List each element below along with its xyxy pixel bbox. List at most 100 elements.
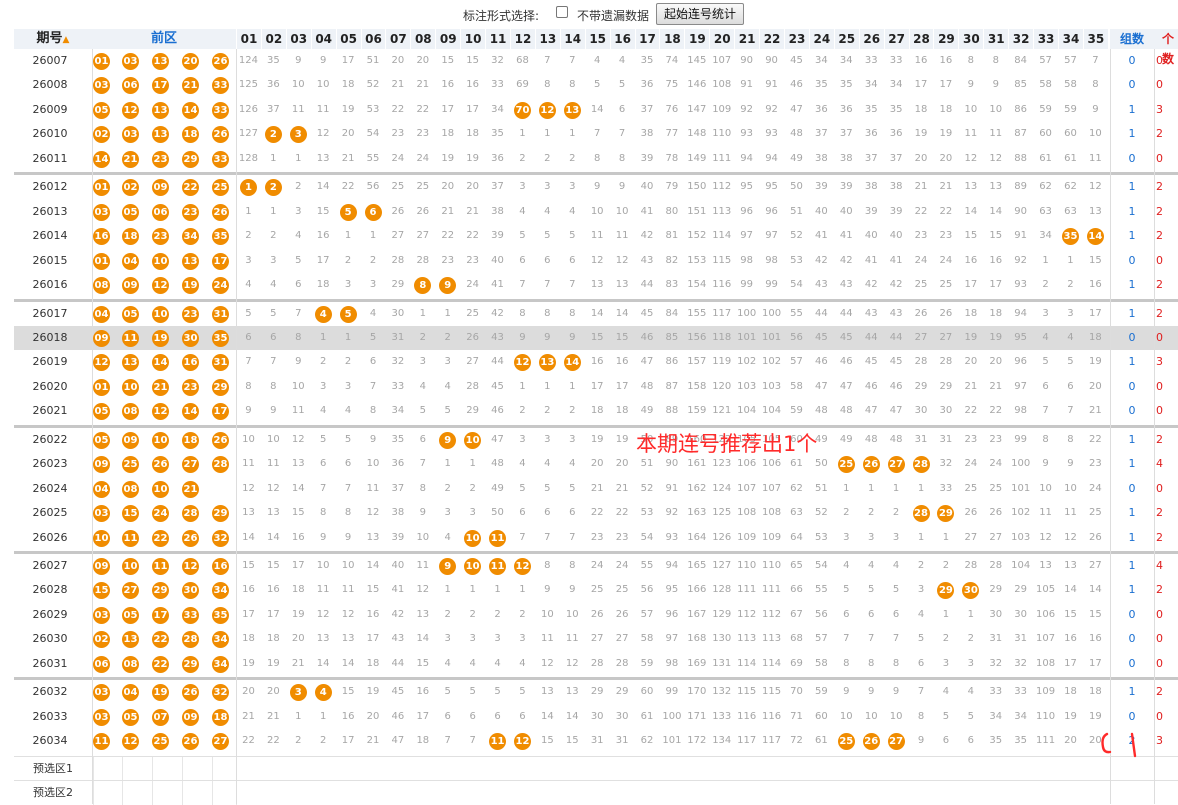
preselect-number-area[interactable] <box>236 756 1178 781</box>
table-row[interactable]: 26029 03 05 17 33 35 17 17 19 12 12 16 42 13 2 2 2 2 10 10 2… <box>14 603 1178 627</box>
missing-count-cell: 104 <box>762 405 782 417</box>
table-row[interactable]: 26018 09 11 19 30 35 6 6 8 1 1 5 31 2 2 26 43 9 9 9 15 15 46 85… <box>14 325 1178 350</box>
missing-count-cell: 14 <box>590 103 604 115</box>
table-row[interactable]: 26027 09 10 11 12 16 15 15 17 10 10 14 40 11 9 10 11 12 8 8… <box>14 554 1178 578</box>
missing-count-cell: 105 <box>762 433 782 445</box>
missing-count-cell: 21 <box>466 205 479 217</box>
missing-count-cell: 5 <box>544 482 551 494</box>
table-row[interactable]: 26026 10 11 22 26 32 14 14 16 9 9 13 39 10 4 10 11 7 7 7 23 2… <box>14 526 1178 550</box>
missing-count-cell: 153 <box>687 254 707 266</box>
missing-count-cell: 166 <box>687 584 707 596</box>
missing-count-cell: 24 <box>466 279 479 291</box>
missing-count-cell: 51 <box>366 55 380 66</box>
front-ball: 02 <box>122 179 139 197</box>
front-ball: 22 <box>182 179 199 197</box>
number-header-14: 14 <box>559 29 585 49</box>
missing-count-cell: 42 <box>491 307 504 319</box>
consecutive-hit-ball: 12 <box>513 354 531 372</box>
missing-count-cell: 6 <box>569 254 576 266</box>
preselect-cell[interactable] <box>182 756 213 781</box>
table-row[interactable]: 26010 02 03 13 18 26 127 2 3 12 20 54 23 23 18 18 35 1 1 1 7… <box>14 122 1178 146</box>
table-row[interactable]: 26020 01 10 21 23 29 8 8 10 3 3 7 33 4 4 28 45 1 1 1 17 17 48 8… <box>14 375 1178 399</box>
front-ball: 03 <box>122 53 139 70</box>
period-cell: 26014 <box>32 229 68 243</box>
table-row[interactable]: 26017 04 05 10 23 31 5 5 7 4 5 4 30 1 1 25 42 8 8 8 14 14 45 84… <box>14 302 1178 326</box>
table-row[interactable]: 26031 06 08 22 29 34 19 19 21 14 14 18 44 15 4 4 4 4 12 12 2… <box>14 652 1178 676</box>
table-row[interactable]: 26030 02 13 22 28 34 18 18 20 13 13 17 43 14 3 3 3 3 11 11 2… <box>14 627 1178 651</box>
no-missing-data-checkbox[interactable] <box>556 6 568 18</box>
missing-count-cell: 106 <box>762 458 782 470</box>
missing-count-cell: 4 <box>942 686 950 698</box>
table-row[interactable]: 26019 12 13 14 16 31 7 7 9 2 2 6 32 3 3 27 44 12 13 14 16 16 4… <box>14 350 1178 374</box>
number-header-27: 27 <box>883 29 909 49</box>
missing-count-cell: 27 <box>939 331 953 343</box>
missing-count-cell: 10 <box>565 608 579 620</box>
start-consecutive-stats-button[interactable]: 起始连号统计 <box>656 3 744 25</box>
preselect-cell[interactable] <box>122 756 153 781</box>
table-row[interactable]: 26032 03 04 19 26 32 20 20 3 4 15 19 45 16 5 5 5 5 13 13 29 2… <box>14 680 1178 704</box>
missing-count-cell: 1 <box>544 128 551 140</box>
table-row[interactable]: 26014 16 18 23 34 35 2 2 4 16 1 1 27 27 22 22 39 5 5 5 11 11 4… <box>14 224 1178 248</box>
preselect-cell[interactable] <box>182 780 213 805</box>
missing-count-cell: 15 <box>989 230 1003 242</box>
preselect-row[interactable]: 预选区1 <box>14 755 1178 781</box>
missing-count-cell: 14 <box>989 205 1003 217</box>
missing-count-cell: 3 <box>245 254 252 266</box>
toolbar: 标注形式选择: 不带遗漏数据 起始连号统计 <box>0 0 1178 29</box>
table-row[interactable]: 26009 05 12 13 14 33 126 37 11 11 19 53 22 22 17 17 34 70… <box>14 98 1178 122</box>
missing-count-cell: 17 <box>341 55 355 66</box>
missing-count-cell: 83 <box>665 279 679 291</box>
table-row[interactable]: 26007 01 03 13 20 26 124 35 9 9 17 51 20 20 15 15 32 68 7 7… <box>14 49 1178 73</box>
table-row[interactable]: 26028 15 27 29 30 34 16 16 18 11 11 15 41 12 1 1 1 1 9 9 25 2… <box>14 578 1178 602</box>
preselect-row[interactable]: 预选区2 <box>14 779 1178 805</box>
preselect-cell[interactable] <box>93 756 124 781</box>
missing-count-cell: 92 <box>765 103 778 115</box>
preselect-number-area[interactable] <box>236 780 1178 805</box>
preselect-cell[interactable] <box>212 756 243 781</box>
period-cell: 26016 <box>32 278 68 292</box>
preselect-cell[interactable] <box>122 780 153 805</box>
missing-count-cell: 93 <box>1014 279 1028 291</box>
missing-count-cell: 157 <box>687 356 707 368</box>
front-ball: 05 <box>122 305 139 323</box>
missing-count-cell: 27 <box>914 331 928 343</box>
table-row[interactable]: 26023 09 25 26 27 28 11 11 13 6 6 10 36 7 1 1 48 4 4 4 20 20 5… <box>14 452 1178 476</box>
table-row[interactable]: 26013 03 05 06 23 26 1 1 3 15 5 6 26 26 21 21 38 4 4 4 10 10 4… <box>14 200 1178 224</box>
missing-count-cell: 7 <box>917 686 925 698</box>
table-row[interactable]: 26016 08 09 12 19 24 4 4 6 18 3 3 29 8 9 24 41 7 7 7 13 13 44 8… <box>14 273 1178 297</box>
table-row[interactable]: 26015 01 04 10 13 17 3 3 5 17 2 2 28 28 23 23 40 6 6 6 12 12 4… <box>14 249 1178 273</box>
missing-count-cell: 3 <box>892 531 900 543</box>
missing-count-cell: 2 <box>319 735 327 747</box>
table-row[interactable]: 26024 04 08 10 21 12 12 14 7 7 11 37 8 2 2 49 5 5 5 21 21 52 9… <box>14 477 1178 501</box>
missing-count-cell: 11 <box>366 482 380 494</box>
preselect-cell[interactable] <box>93 780 124 805</box>
table-row[interactable]: 26008 03 06 17 21 33 125 36 10 10 18 52 21 21 16 16 33 69… <box>14 73 1178 97</box>
missing-count-cell: 29 <box>590 686 604 698</box>
preselect-cell[interactable] <box>152 780 183 805</box>
missing-count-cell: 9 <box>1067 458 1074 470</box>
missing-count-cell: 22 <box>914 205 928 217</box>
table-row[interactable]: 26033 03 05 07 09 18 21 21 1 1 16 20 46 17 6 6 6 6 14 14 30 3… <box>14 705 1178 729</box>
missing-count-cell: 61 <box>1064 152 1077 164</box>
missing-count-cell: 34 <box>491 103 504 115</box>
table-row[interactable]: 26021 05 08 12 14 17 9 9 11 4 4 8 34 5 5 29 46 2 2 2 18 18 49 8… <box>14 399 1178 423</box>
missing-count-cell: 60 <box>815 710 828 722</box>
table-row[interactable]: 26011 14 21 23 29 33 128 1 1 13 21 55 24 24 19 19 36 2 2 2 8… <box>14 147 1178 171</box>
missing-count-cell: 39 <box>391 531 405 543</box>
front-ball: 21 <box>122 150 139 168</box>
table-row[interactable]: 26034 11 12 25 26 27 22 22 2 2 17 21 47 18 7 7 11 12 15 15 3… <box>14 729 1178 753</box>
missing-count-cell: 1 <box>868 482 875 494</box>
table-row[interactable]: 26022 05 09 10 18 26 10 10 12 5 5 9 35 6 9 10 47 3 3 3 19 19 5… <box>14 428 1178 452</box>
period-header[interactable]: 期号▲ <box>14 29 92 49</box>
front-ball: 04 <box>122 252 139 270</box>
table-row[interactable]: 26012 01 02 09 22 25 1 2 2 14 22 56 25 25 20 20 37 3 3 3 9 9 4… <box>14 175 1178 199</box>
missing-count-cell: 82 <box>665 254 679 266</box>
missing-count-cell: 1 <box>319 331 327 343</box>
sort-arrow-icon[interactable]: ▲ <box>62 35 70 45</box>
front-ball: 22 <box>152 655 169 673</box>
missing-count-cell: 21 <box>291 657 305 669</box>
missing-count-cell: 108 <box>1036 657 1056 669</box>
missing-count-cell: 161 <box>687 458 707 470</box>
preselect-cell[interactable] <box>152 756 183 781</box>
table-row[interactable]: 26025 03 15 24 28 29 13 13 15 8 8 12 38 9 3 3 50 6 6 6 22 22 5… <box>14 501 1178 525</box>
